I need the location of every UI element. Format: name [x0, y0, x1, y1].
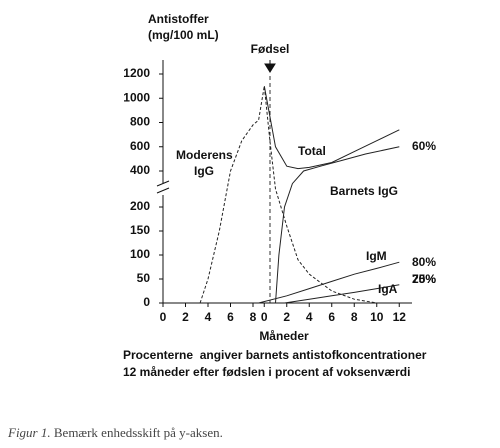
- end-label: 20%: [412, 272, 436, 286]
- y-tick-label: 150: [130, 223, 150, 237]
- birth-label: Fødsel: [251, 42, 290, 56]
- x-tick-label: 4: [205, 310, 212, 324]
- series-label: Barnets IgG: [330, 184, 398, 198]
- x-tick-label: 2: [283, 310, 290, 324]
- y-tick-label: 200: [130, 199, 150, 213]
- figure-number: Figur 1.: [7, 425, 51, 440]
- birth-arrow: [264, 60, 276, 73]
- y-tick-label: 600: [130, 139, 150, 153]
- y-tick-label: 50: [137, 271, 151, 285]
- series-line: [258, 261, 400, 304]
- y-tick-label: 100: [130, 247, 150, 261]
- end-label: 75%: [412, 272, 436, 286]
- axis-break: [156, 180, 170, 194]
- series-label: Total: [298, 144, 326, 158]
- series-line: [263, 86, 400, 170]
- series-line: [275, 146, 400, 304]
- series-line: [199, 86, 377, 304]
- figure-caption: Figur 1. Bemærk enhedsskift på y-aksen.: [7, 425, 223, 440]
- x-tick-label: 6: [328, 310, 335, 324]
- series-line: [284, 284, 400, 304]
- y-axis-label: (mg/100 mL): [148, 28, 219, 42]
- x-tick-label: 0: [261, 310, 268, 324]
- figure-text: Bemærk enhedsskift på y-aksen.: [54, 425, 223, 440]
- series-label: Moderens IgG: [176, 148, 236, 178]
- y-tick-label: 1000: [123, 90, 150, 104]
- x-axis-label: Måneder: [259, 329, 309, 343]
- y-tick-label: 400: [130, 163, 150, 177]
- x-tick-label: 8: [250, 310, 257, 324]
- y-tick-label: 1200: [123, 66, 150, 80]
- x-tick-label: 12: [393, 310, 407, 324]
- y-tick-label: 800: [130, 115, 150, 129]
- x-tick-label: 4: [306, 310, 313, 324]
- end-label: 60%: [412, 139, 436, 153]
- end-label: 80%: [412, 255, 436, 269]
- caption: Procenterne angiver barnets antistofkonc…: [123, 348, 427, 362]
- y-axis-label: Antistoffer: [148, 12, 209, 26]
- y-tick-label: 0: [143, 295, 150, 309]
- x-tick-label: 2: [182, 310, 189, 324]
- caption: 12 måneder efter fødslen i procent af vo…: [123, 365, 410, 379]
- x-tick-label: 0: [160, 310, 167, 324]
- x-tick-label: 10: [370, 310, 384, 324]
- series-label: IgA: [378, 282, 398, 296]
- x-tick-label: 6: [227, 310, 234, 324]
- x-tick-label: 8: [351, 310, 358, 324]
- series-label: IgM: [366, 249, 387, 263]
